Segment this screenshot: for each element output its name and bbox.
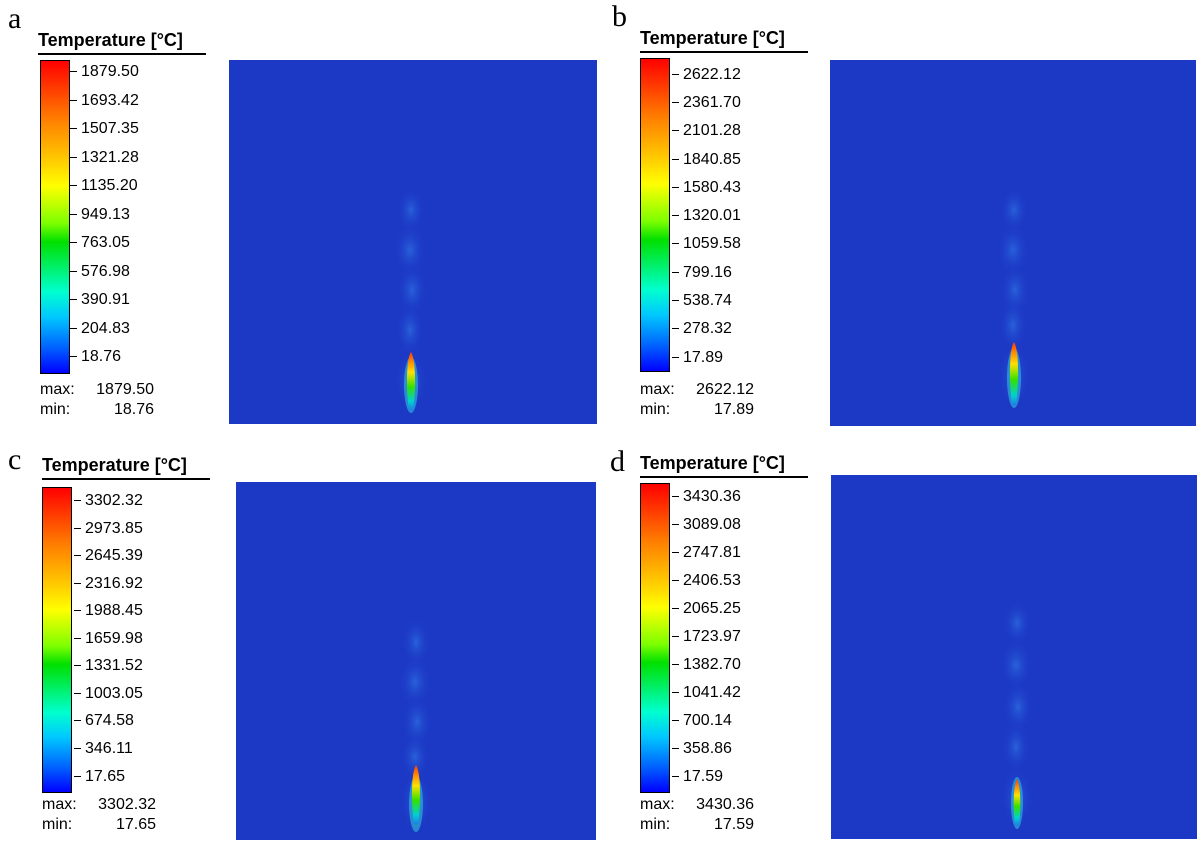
min-max-stats: max: 1879.50 min: 18.76 <box>40 380 154 420</box>
plume-graphic <box>399 618 432 832</box>
temperature-field <box>831 475 1197 839</box>
panel-d: d Temperature [°C] 3430.36 3089.08 2747.… <box>600 421 1200 842</box>
tick-label: 2973.85 <box>74 519 143 539</box>
colorbar-ticks: 2622.12 2361.70 2101.28 1840.85 1580.43 … <box>672 58 792 370</box>
min-value: 17.59 <box>713 816 754 833</box>
tick-label: 3430.36 <box>672 487 741 507</box>
tick-label: 17.59 <box>672 767 723 787</box>
tick-label: 390.91 <box>70 290 130 310</box>
colorbar-ticks: 3302.32 2973.85 2645.39 2316.92 1988.45 … <box>74 487 194 799</box>
tick-label: 1988.45 <box>74 601 143 621</box>
tick-label: 1331.52 <box>74 656 143 676</box>
max-value: 1879.50 <box>96 381 154 398</box>
min-value: 18.76 <box>113 401 154 418</box>
legend-title: Temperature [°C] <box>640 28 808 53</box>
tick-label: 1059.58 <box>672 234 741 254</box>
tick-label: 1320.01 <box>672 206 741 226</box>
max-value: 2622.12 <box>696 381 754 398</box>
tick-label: 17.65 <box>74 767 125 787</box>
tick-label: 3302.32 <box>74 491 143 511</box>
tick-label: 1840.85 <box>672 150 741 170</box>
colorbar-ticks: 3430.36 3089.08 2747.81 2406.53 2065.25 … <box>672 483 792 795</box>
legend-title: Temperature [°C] <box>38 30 206 55</box>
max-label: max: <box>640 796 675 813</box>
tick-label: 949.13 <box>70 205 130 225</box>
tick-label: 2747.81 <box>672 543 741 563</box>
tick-label: 2622.12 <box>672 65 741 85</box>
tick-label: 2316.92 <box>74 574 143 594</box>
tick-label: 763.05 <box>70 233 130 253</box>
plume-graphic <box>394 188 427 413</box>
panel-letter: c <box>8 443 22 476</box>
tick-label: 278.32 <box>672 319 732 339</box>
tick-label: 346.11 <box>74 739 133 759</box>
max-value: 3302.32 <box>98 796 156 813</box>
tick-label: 576.98 <box>70 262 130 282</box>
tick-label: 1041.42 <box>672 683 741 703</box>
tick-label: 674.58 <box>74 711 134 731</box>
min-max-stats: max: 3302.32 min: 17.65 <box>42 795 156 835</box>
tick-label: 358.86 <box>672 739 732 759</box>
tick-label: 799.16 <box>672 263 732 283</box>
tick-label: 2101.28 <box>672 121 741 141</box>
tick-label: 1382.70 <box>672 655 741 675</box>
min-label: min: <box>40 401 71 418</box>
temperature-field <box>236 482 596 840</box>
colorbar <box>640 483 670 793</box>
tick-label: 2406.53 <box>672 571 741 591</box>
tick-label: 1507.35 <box>70 119 139 139</box>
tick-label: 1693.42 <box>70 91 139 111</box>
tick-label: 17.89 <box>672 348 723 368</box>
panel-letter: b <box>612 0 627 33</box>
tick-label: 204.83 <box>70 319 130 339</box>
panel-letter: a <box>8 2 22 35</box>
tick-label: 2645.39 <box>74 546 143 566</box>
min-label: min: <box>42 816 73 833</box>
tick-label: 3089.08 <box>672 515 741 535</box>
max-value: 3430.36 <box>696 796 754 813</box>
tick-label: 1659.98 <box>74 629 143 649</box>
panel-a: a Temperature [°C] 1879.50 1693.42 1507.… <box>0 0 600 424</box>
tick-label: 538.74 <box>672 291 732 311</box>
tick-label: 1321.28 <box>70 148 139 168</box>
min-max-stats: max: 2622.12 min: 17.89 <box>640 380 754 420</box>
min-label: min: <box>640 401 671 418</box>
colorbar <box>42 487 72 793</box>
tick-label: 18.76 <box>70 347 121 367</box>
min-value: 17.65 <box>115 816 156 833</box>
min-max-stats: max: 3430.36 min: 17.59 <box>640 795 754 835</box>
max-label: max: <box>640 381 675 398</box>
max-label: max: <box>42 796 77 813</box>
panel-c: c Temperature [°C] 3302.32 2973.85 2645.… <box>0 421 600 842</box>
colorbar <box>640 58 670 372</box>
colorbar <box>40 60 70 374</box>
tick-label: 1003.05 <box>74 684 143 704</box>
temperature-field <box>229 60 597 424</box>
tick-label: 2361.70 <box>672 93 741 113</box>
plume-graphic <box>1000 601 1033 829</box>
min-label: min: <box>640 816 671 833</box>
temperature-field <box>830 60 1196 426</box>
tick-label: 1135.20 <box>70 176 138 196</box>
tick-label: 1723.97 <box>672 627 741 647</box>
tick-label: 2065.25 <box>672 599 741 619</box>
max-label: max: <box>40 381 75 398</box>
panel-b: b Temperature [°C] 2622.12 2361.70 2101.… <box>600 0 1200 426</box>
tick-label: 1580.43 <box>672 178 741 198</box>
colorbar-ticks: 1879.50 1693.42 1507.35 1321.28 1135.20 … <box>70 60 190 372</box>
plume-graphic <box>997 188 1030 408</box>
legend-title: Temperature [°C] <box>640 453 808 478</box>
legend-title: Temperature [°C] <box>42 455 210 480</box>
tick-label: 700.14 <box>672 711 732 731</box>
tick-label: 1879.50 <box>70 62 139 82</box>
min-value: 17.89 <box>713 401 754 418</box>
panel-letter: d <box>610 445 625 478</box>
